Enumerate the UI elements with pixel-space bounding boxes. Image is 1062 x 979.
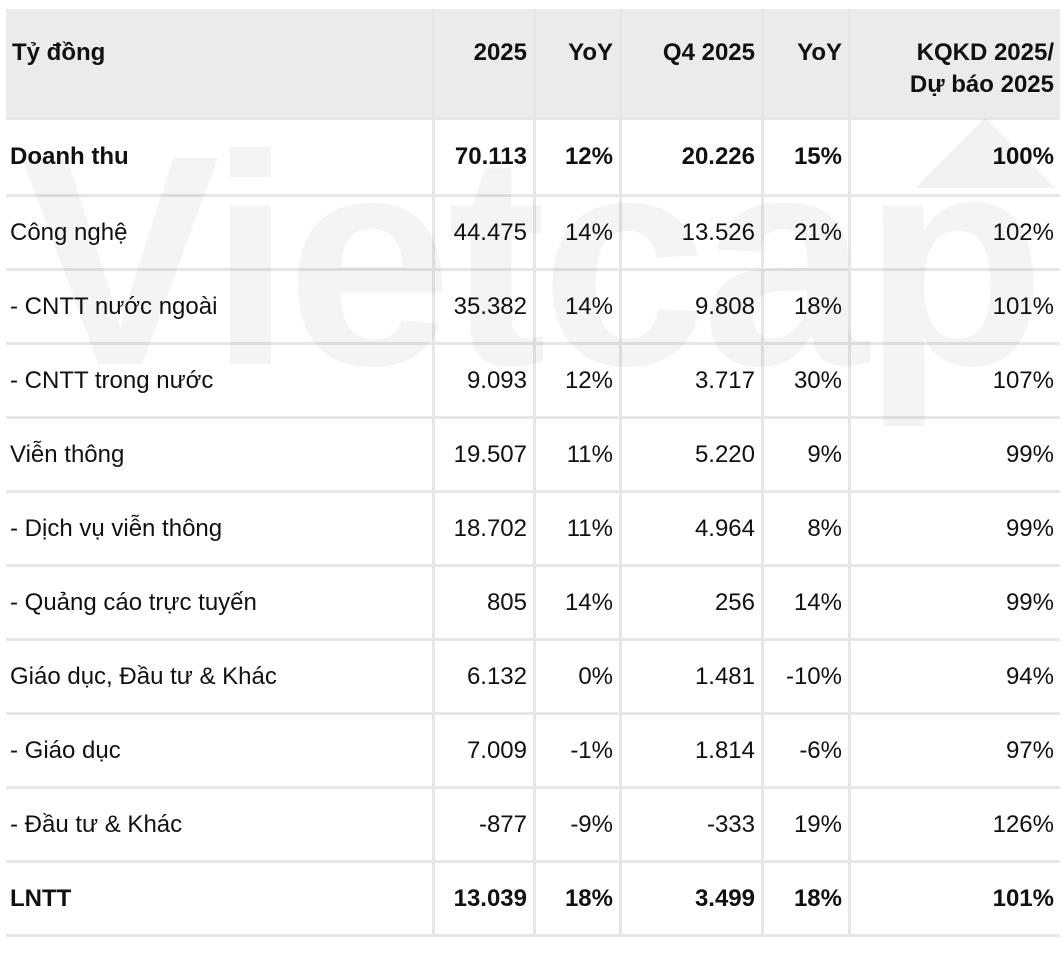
cell-yoy-2025: -9% [536,789,622,863]
cell-yoy-q4: -10% [764,641,851,715]
cell-q4-2025: 5.220 [622,419,764,493]
cell-q4-2025: 13.526 [622,197,764,271]
table-row: - Giáo dục 7.009 -1% 1.814 -6% 97% [6,715,1060,789]
cell-yoy-2025: 18% [536,863,622,937]
header-unit: Tỷ đồng [6,9,435,120]
cell-kqkd-forecast: 100% [851,120,1060,197]
cell-2025: 19.507 [435,419,536,493]
cell-kqkd-forecast: 99% [851,493,1060,567]
cell-2025: 7.009 [435,715,536,789]
cell-kqkd-forecast: 101% [851,271,1060,345]
cell-yoy-2025: 12% [536,120,622,197]
cell-yoy-q4: 18% [764,271,851,345]
cell-kqkd-forecast: 126% [851,789,1060,863]
cell-2025: -877 [435,789,536,863]
cell-yoy-q4: 18% [764,863,851,937]
header-yoy-q4: YoY [764,9,851,120]
cell-yoy-2025: 11% [536,419,622,493]
cell-yoy-2025: 14% [536,271,622,345]
row-label: - CNTT trong nước [6,345,435,419]
cell-2025: 44.475 [435,197,536,271]
cell-2025: 13.039 [435,863,536,937]
row-label: - Giáo dục [6,715,435,789]
cell-2025: 70.113 [435,120,536,197]
row-label: - Quảng cáo trực tuyến [6,567,435,641]
cell-yoy-2025: 14% [536,197,622,271]
cell-q4-2025: 20.226 [622,120,764,197]
cell-kqkd-forecast: 99% [851,567,1060,641]
cell-2025: 805 [435,567,536,641]
row-label: LNTT [6,863,435,937]
table-row: Công nghệ 44.475 14% 13.526 21% 102% [6,197,1060,271]
cell-yoy-q4: 19% [764,789,851,863]
cell-q4-2025: 4.964 [622,493,764,567]
financial-results-table: Tỷ đồng 2025 YoY Q4 2025 YoY KQKD 2025/ … [6,9,1060,937]
cell-2025: 9.093 [435,345,536,419]
cell-q4-2025: 9.808 [622,271,764,345]
cell-kqkd-forecast: 102% [851,197,1060,271]
header-q4-2025: Q4 2025 [622,9,764,120]
table-row: Giáo dục, Đầu tư & Khác 6.132 0% 1.481 -10% 9… [6,641,1060,715]
row-label: Giáo dục, Đầu tư & Khác [6,641,435,715]
header-kqkd-line1: KQKD 2025/ [916,39,1054,66]
cell-kqkd-forecast: 99% [851,419,1060,493]
cell-yoy-2025: 11% [536,493,622,567]
cell-yoy-2025: 0% [536,641,622,715]
watermark-triangle-icon [915,118,1055,188]
row-label: Viễn thông [6,419,435,493]
cell-2025: 35.382 [435,271,536,345]
table-row: - CNTT nước ngoài 35.382 14% 9.808 18% 101% [6,271,1060,345]
table-header: Tỷ đồng 2025 YoY Q4 2025 YoY KQKD 2025/ … [6,9,1060,120]
cell-kqkd-forecast: 97% [851,715,1060,789]
row-label: - Đầu tư & Khác [6,789,435,863]
table-row: - Quảng cáo trực tuyến 805 14% 256 14% 99% [6,567,1060,641]
cell-kqkd-forecast: 107% [851,345,1060,419]
cell-q4-2025: 1.481 [622,641,764,715]
table-row: - Dịch vụ viễn thông 18.702 11% 4.964 8% 99% [6,493,1060,567]
cell-yoy-q4: 21% [764,197,851,271]
table-row: Viễn thông 19.507 11% 5.220 9% 99% [6,419,1060,493]
table-row: - Đầu tư & Khác -877 -9% -333 19% 126% [6,789,1060,863]
cell-yoy-2025: -1% [536,715,622,789]
row-label: Doanh thu [6,120,435,197]
cell-yoy-q4: 30% [764,345,851,419]
cell-yoy-q4: -6% [764,715,851,789]
cell-q4-2025: 256 [622,567,764,641]
table-body: Doanh thu 70.113 12% 20.226 15% 100% Công nghệ… [6,120,1060,937]
row-label: - Dịch vụ viễn thông [6,493,435,567]
cell-kqkd-forecast: 94% [851,641,1060,715]
cell-yoy-q4: 8% [764,493,851,567]
cell-kqkd-forecast: 101% [851,863,1060,937]
table-row: - CNTT trong nước 9.093 12% 3.717 30% 107% [6,345,1060,419]
header-2025: 2025 [435,9,536,120]
header-kqkd-forecast: KQKD 2025/ Dự báo 2025 [851,9,1060,120]
cell-2025: 6.132 [435,641,536,715]
header-yoy-2025: YoY [536,9,622,120]
cell-yoy-2025: 14% [536,567,622,641]
row-label: Công nghệ [6,197,435,271]
header-kqkd-line2: Dự báo 2025 [909,71,1054,98]
table-row: Doanh thu 70.113 12% 20.226 15% 100% [6,120,1060,197]
cell-q4-2025: 1.814 [622,715,764,789]
cell-2025: 18.702 [435,493,536,567]
cell-q4-2025: 3.499 [622,863,764,937]
cell-yoy-q4: 9% [764,419,851,493]
row-label: - CNTT nước ngoài [6,271,435,345]
cell-yoy-2025: 12% [536,345,622,419]
header-row: Tỷ đồng 2025 YoY Q4 2025 YoY KQKD 2025/ … [6,9,1060,120]
cell-q4-2025: -333 [622,789,764,863]
cell-yoy-q4: 15% [764,120,851,197]
cell-yoy-q4: 14% [764,567,851,641]
table-row: LNTT 13.039 18% 3.499 18% 101% [6,863,1060,937]
cell-q4-2025: 3.717 [622,345,764,419]
